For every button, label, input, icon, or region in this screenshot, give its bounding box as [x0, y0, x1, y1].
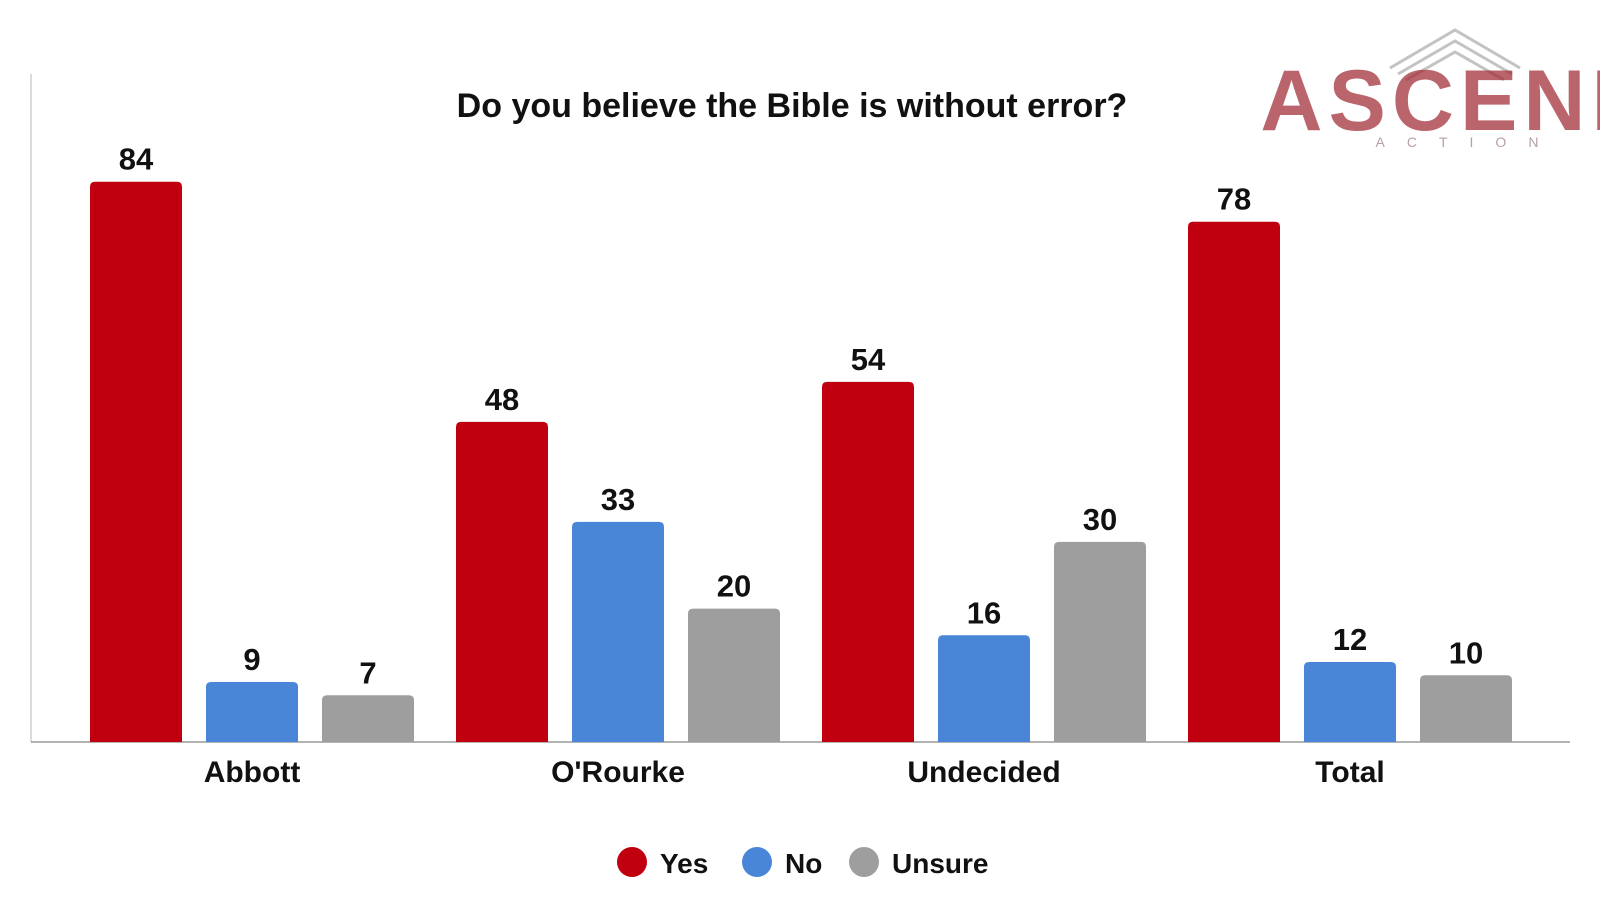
- value-label-o-rourke-yes: 48: [485, 382, 519, 417]
- value-label-o-rourke-no: 33: [601, 482, 635, 517]
- value-label-undecided-no: 16: [967, 595, 1001, 630]
- value-label-abbott-no: 9: [243, 642, 260, 677]
- bar-abbott-yes: [90, 181, 182, 743]
- bar-undecided-unsure: [1054, 541, 1146, 742]
- value-label-abbott-yes: 84: [119, 142, 154, 177]
- chart-title: Do you believe the Bible is without erro…: [457, 87, 1128, 125]
- value-label-total-no: 12: [1333, 622, 1367, 657]
- logo-subtitle: ACTION: [1376, 134, 1561, 150]
- legend-swatch-yes: [617, 847, 647, 877]
- ascend-action-logo: ASCEND ACTION: [1260, 28, 1600, 150]
- legend-swatch-no: [742, 847, 772, 877]
- bar-o-rourke-yes: [456, 421, 548, 742]
- bar-total-no: [1304, 661, 1396, 742]
- legend-item-yes: Yes: [617, 847, 708, 879]
- bar-abbott-unsure: [322, 695, 414, 742]
- value-label-undecided-yes: 54: [851, 342, 886, 377]
- category-label-abbott: Abbott: [204, 756, 301, 789]
- value-label-undecided-unsure: 30: [1083, 502, 1117, 537]
- logo-wordmark: ASCEND: [1260, 53, 1600, 149]
- category-labels-group: Abbott O'Rourke Undecided Total: [204, 756, 1385, 789]
- value-labels-group: 84 9 7 48 33 20 54 16 30 78 12 10: [119, 142, 1483, 691]
- legend-label-no: No: [785, 848, 822, 879]
- logo-roof-mark: [1389, 28, 1521, 82]
- category-label-total: Total: [1315, 756, 1384, 789]
- bar-o-rourke-no: [572, 521, 664, 742]
- legend-item-unsure: Unsure: [849, 847, 988, 879]
- bars-group: [90, 181, 1512, 743]
- legend-item-no: No: [742, 847, 822, 879]
- legend-label-unsure: Unsure: [892, 848, 988, 879]
- legend-label-yes: Yes: [660, 848, 708, 879]
- category-label-o-rourke: O'Rourke: [551, 756, 685, 789]
- category-label-undecided: Undecided: [907, 756, 1060, 789]
- value-label-total-unsure: 10: [1449, 635, 1483, 670]
- value-label-abbott-unsure: 7: [359, 655, 376, 690]
- bar-abbott-no: [206, 681, 298, 742]
- bar-o-rourke-unsure: [688, 608, 780, 742]
- bar-undecided-yes: [822, 381, 914, 742]
- legend-swatch-unsure: [849, 847, 879, 877]
- bar-total-yes: [1188, 221, 1280, 743]
- bar-total-unsure: [1420, 675, 1512, 742]
- bar-undecided-no: [938, 635, 1030, 742]
- legend: Yes No Unsure: [617, 847, 988, 879]
- value-label-total-yes: 78: [1217, 182, 1251, 217]
- value-label-o-rourke-unsure: 20: [717, 569, 751, 604]
